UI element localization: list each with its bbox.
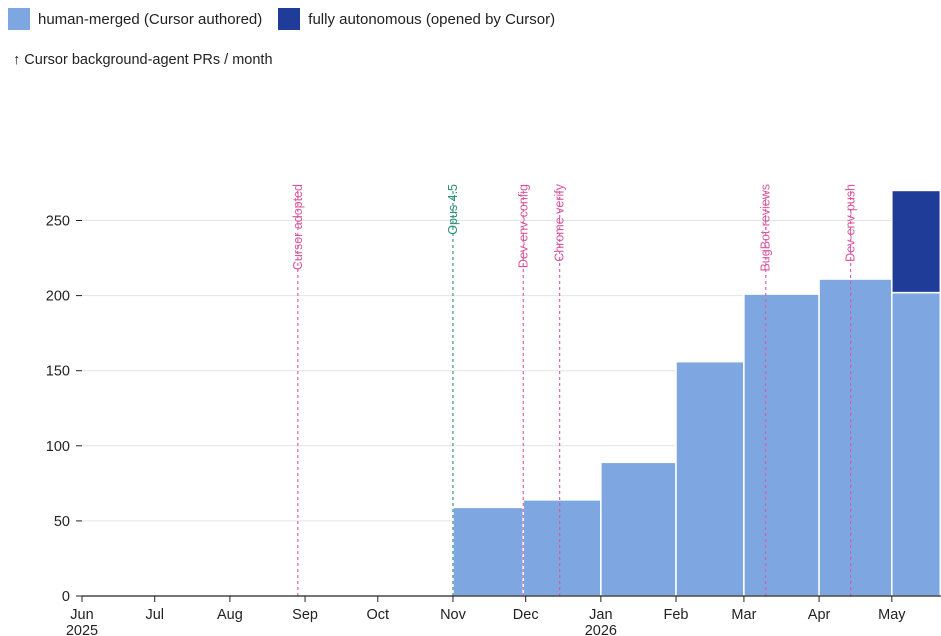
bar-human-merged-6 (891, 291, 941, 597)
legend-swatch-human-merged (8, 8, 30, 30)
legend-swatch-fully-autonomous (278, 8, 301, 30)
bar-human-merged-3 (675, 360, 745, 597)
x-tick-label-jan: Jan (589, 607, 612, 623)
x-tick-label-feb: Feb (664, 607, 689, 623)
x-tick-year-2026: 2026 (585, 623, 617, 636)
bar-human-merged-5 (818, 278, 893, 597)
x-tick-label-nov: Nov (440, 607, 467, 623)
annotation-label-dev-env-push: Dev-env-push (844, 184, 858, 262)
y-tick-label-50: 50 (54, 514, 70, 530)
bar-human-merged-1 (522, 499, 602, 597)
y-tick-label-0: 0 (62, 589, 70, 605)
y-tick-label-200: 200 (46, 289, 70, 305)
legend-item-human-merged: human-merged (Cursor authored) (8, 8, 262, 30)
y-tick-label-100: 100 (46, 439, 70, 455)
x-tick-label-aug: Aug (217, 607, 243, 623)
y-tick-label-150: 150 (46, 364, 70, 380)
x-tick-label-apr: Apr (808, 607, 831, 623)
annotation-label-dev-env-config: Dev-env-config (516, 184, 530, 268)
annotation-label-chrome-verify: Chrome verify (553, 183, 567, 262)
y-axis-title: ↑ Cursor background-agent PRs / month (13, 52, 273, 68)
x-tick-label-jul: Jul (145, 607, 164, 623)
annotation-label-bugbot-reviews: BugBot-reviews (759, 184, 773, 272)
bar-human-merged-4 (743, 293, 820, 597)
bar-human-merged-0 (452, 506, 525, 597)
annotation-label-opus-4-5: Opus 4.5 (446, 184, 460, 235)
x-tick-label-mar: Mar (731, 607, 756, 623)
x-tick-label-may: May (878, 607, 906, 623)
bar-fully-autonomous-0 (891, 189, 941, 294)
legend-item-fully-autonomous: fully autonomous (opened by Cursor) (278, 8, 555, 30)
x-tick-label-oct: Oct (367, 607, 390, 623)
legend-label-fully-autonomous: fully autonomous (opened by Cursor) (308, 10, 556, 28)
legend: human-merged (Cursor authored) fully aut… (8, 8, 561, 30)
legend-label-human-merged: human-merged (Cursor authored) (38, 10, 263, 28)
y-tick-label-250: 250 (46, 214, 70, 230)
x-tick-label-sep: Sep (292, 607, 318, 623)
x-tick-year-2025: 2025 (66, 623, 98, 636)
x-tick-label-jun: Jun (70, 607, 93, 623)
bar-human-merged-2 (600, 461, 677, 597)
annotation-label-cursor-adopted: Cursor adopted (291, 184, 305, 270)
x-tick-label-dec: Dec (513, 607, 539, 623)
